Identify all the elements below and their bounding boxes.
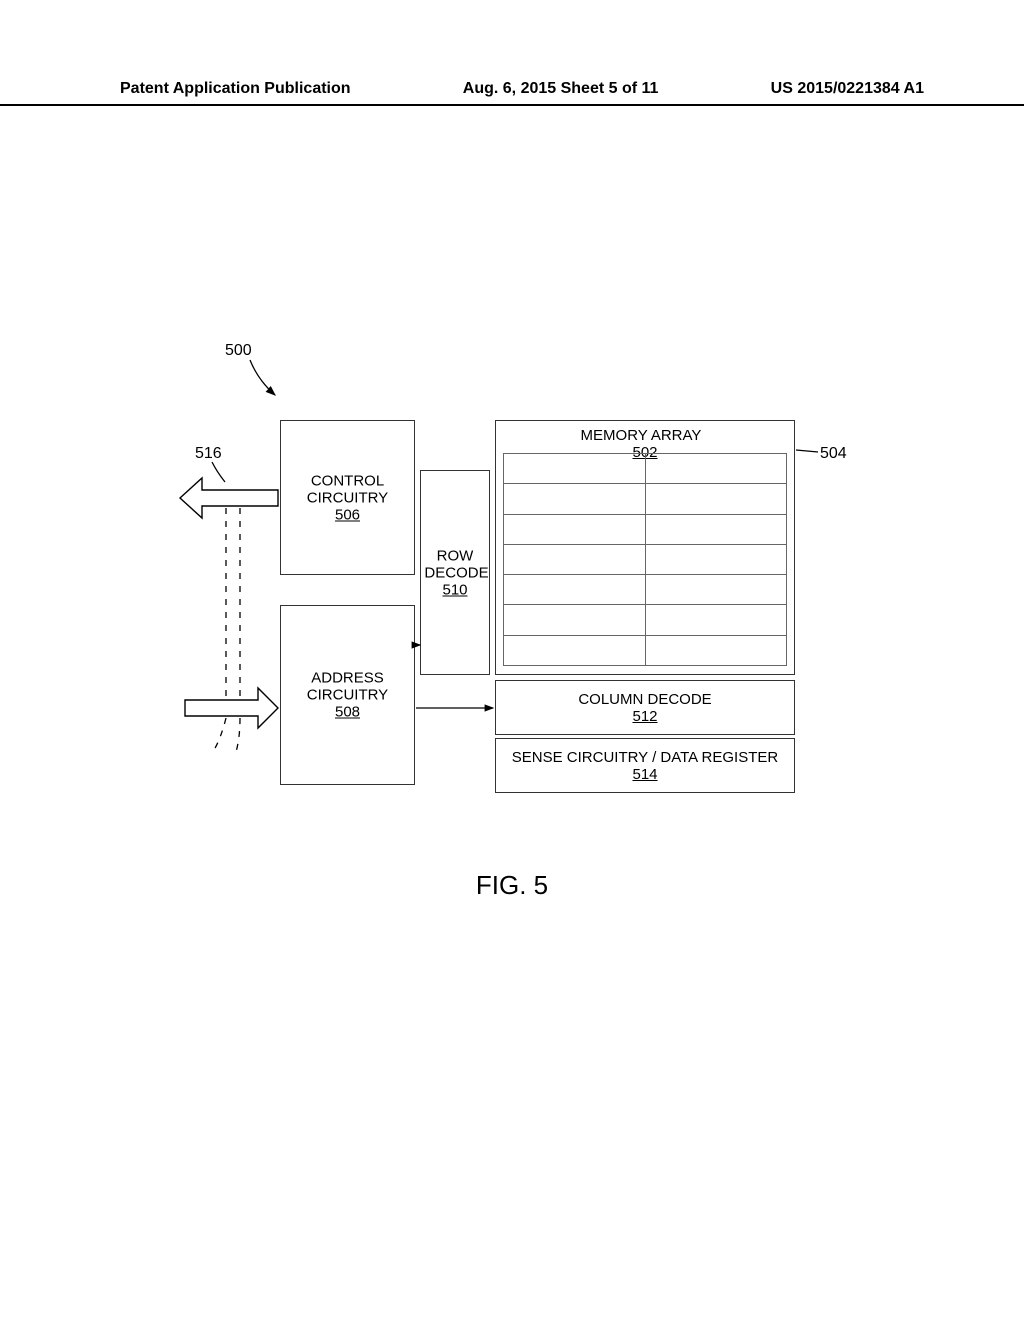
address-circuitry-block: ADDRESS CIRCUITRY 508 bbox=[280, 605, 415, 785]
control-title: CONTROL CIRCUITRY bbox=[288, 472, 408, 506]
rowdecode-title: ROW DECODE bbox=[424, 547, 485, 581]
header-left: Patent Application Publication bbox=[120, 80, 351, 98]
sense-ref: 514 bbox=[503, 766, 786, 783]
row-decode-block: ROW DECODE 510 bbox=[420, 470, 490, 675]
memory-array-block: MEMORY ARRAY 502 bbox=[495, 420, 795, 675]
bus-top-arrow bbox=[180, 478, 278, 518]
header-center: Aug. 6, 2015 Sheet 5 of 11 bbox=[463, 80, 659, 98]
memory-grid-table bbox=[503, 453, 787, 666]
ref-516-label: 516 bbox=[195, 445, 222, 463]
page-header: Patent Application Publication Aug. 6, 2… bbox=[0, 80, 1024, 106]
memarray-title: MEMORY ARRAY bbox=[581, 427, 702, 444]
address-title: ADDRESS CIRCUITRY bbox=[288, 670, 408, 704]
rowdecode-ref: 510 bbox=[424, 581, 485, 598]
column-decode-block: COLUMN DECODE 512 bbox=[495, 680, 795, 735]
coldecode-title: COLUMN DECODE bbox=[503, 691, 786, 708]
coldecode-ref: 512 bbox=[503, 708, 786, 725]
memory-grid bbox=[503, 453, 787, 666]
sense-title: SENSE CIRCUITRY / DATA REGISTER bbox=[503, 749, 786, 766]
header-right: US 2015/0221384 A1 bbox=[771, 80, 924, 98]
ref-504-label: 504 bbox=[820, 445, 847, 463]
bus-bottom-arrow bbox=[185, 688, 278, 728]
sense-circuitry-block: SENSE CIRCUITRY / DATA REGISTER 514 bbox=[495, 738, 795, 793]
ref-500-label: 500 bbox=[225, 342, 252, 360]
control-ref: 506 bbox=[288, 506, 408, 523]
control-circuitry-block: CONTROL CIRCUITRY 506 bbox=[280, 420, 415, 575]
figure-5-diagram: 500 516 504 CONTROL CIRCUITRY 506 ADDRES… bbox=[100, 300, 924, 900]
address-ref: 508 bbox=[288, 704, 408, 721]
figure-caption: FIG. 5 bbox=[476, 870, 548, 901]
